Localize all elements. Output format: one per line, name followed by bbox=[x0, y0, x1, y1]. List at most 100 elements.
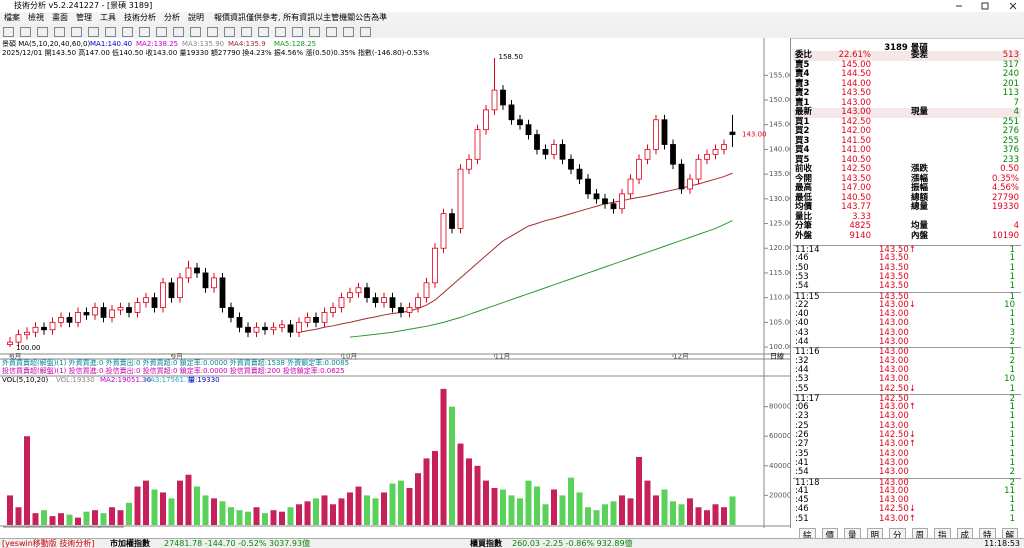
volume-bar bbox=[440, 388, 447, 525]
tick-volume: 1 bbox=[1009, 318, 1015, 329]
window-controls[interactable] bbox=[950, 0, 1024, 12]
volume-bar bbox=[551, 489, 557, 525]
quote-cell: 143.50 bbox=[841, 173, 871, 184]
ma-legend: MA2:138.25 bbox=[136, 40, 178, 48]
tick-row: :40 143.00 1 bbox=[793, 318, 1021, 329]
volume-bar bbox=[704, 510, 710, 525]
quote-cell: 143.50 bbox=[841, 88, 871, 98]
candle-body bbox=[678, 163, 685, 190]
tick-time: :40 bbox=[795, 318, 809, 329]
ma-legend: MA5:128.25 bbox=[274, 40, 316, 48]
tick-volume: 1 bbox=[1009, 420, 1015, 431]
menu-item[interactable]: 工具 bbox=[100, 13, 116, 22]
menu-item[interactable]: 說明 bbox=[188, 13, 204, 22]
tick-volume: 2 bbox=[1009, 477, 1015, 488]
tick-price: 142.50 bbox=[879, 393, 909, 404]
menu-item[interactable]: 畫面 bbox=[52, 13, 68, 22]
tick-volume: 11 bbox=[1004, 485, 1015, 496]
volume-bar bbox=[338, 498, 345, 525]
quote-cell: 均量 bbox=[911, 221, 929, 231]
volume-bar bbox=[58, 513, 64, 525]
quote-cell: 賣3 bbox=[795, 78, 810, 89]
candle-body bbox=[593, 193, 600, 200]
volume-bar bbox=[287, 507, 294, 525]
tick-time: :53 bbox=[795, 374, 809, 385]
volume-bar bbox=[177, 480, 183, 525]
volume-bar bbox=[143, 480, 149, 525]
tick-row: :54 143.00 2 bbox=[793, 467, 1021, 478]
quote-row: 最新 143.00 現量 4 bbox=[793, 107, 1021, 118]
candle-body bbox=[177, 277, 183, 299]
volume-bar bbox=[245, 511, 251, 525]
tick-time: :06 bbox=[795, 402, 809, 413]
candle-body bbox=[355, 287, 362, 294]
candle-body bbox=[491, 89, 498, 111]
volume-bar bbox=[219, 501, 226, 525]
tick-volume: 1 bbox=[1009, 364, 1015, 375]
quote-row: 買1 142.50 251 bbox=[793, 117, 1021, 128]
quote-cell: 376 bbox=[1002, 145, 1019, 155]
candle-body bbox=[670, 144, 676, 165]
quote-cell: 142.50 bbox=[841, 164, 871, 174]
tab[interactable] bbox=[3, 526, 28, 528]
quote-cell: 買3 bbox=[795, 135, 810, 146]
quote-row: 外盤 9140 內盤 10190 bbox=[793, 230, 1021, 242]
candle-body bbox=[49, 321, 56, 331]
volume-bar bbox=[687, 498, 693, 525]
candle-body bbox=[41, 326, 47, 331]
tick-volume: 1 bbox=[1009, 448, 1015, 459]
ma-line bbox=[349, 220, 733, 338]
y-tick-label: 150.00 bbox=[769, 96, 790, 104]
menu-item[interactable]: 檔案 bbox=[4, 13, 20, 22]
quote-cell: 10190 bbox=[991, 230, 1019, 241]
candle-body bbox=[602, 198, 608, 205]
candle-body bbox=[644, 149, 651, 160]
notice: 報價資訊僅供參考, 所有資訊以主管機關公告為準 bbox=[214, 13, 388, 22]
tick-price: 143.50 bbox=[879, 271, 909, 282]
tab[interactable] bbox=[75, 526, 100, 528]
candle-body bbox=[7, 341, 13, 345]
tick-row: :53 143.50 1 bbox=[793, 271, 1021, 282]
volume-bar bbox=[534, 486, 540, 525]
volume-bar bbox=[92, 510, 98, 525]
candle-body bbox=[474, 129, 481, 160]
candle-body bbox=[483, 109, 489, 131]
volume-bar bbox=[670, 501, 676, 525]
tick-volume: 1 bbox=[1009, 309, 1015, 320]
tick-volume: 1 bbox=[1009, 457, 1015, 468]
tab[interactable] bbox=[51, 526, 76, 528]
menu-item[interactable]: 分析 bbox=[164, 13, 180, 22]
tick-price: 143.00↑ bbox=[879, 513, 916, 524]
tick-row: :46 142.50↓ 1 bbox=[793, 505, 1021, 515]
candle-body bbox=[389, 297, 396, 308]
tick-time: :54 bbox=[795, 281, 809, 292]
menu-item[interactable]: 技術分析 bbox=[124, 13, 156, 22]
status-time: 11:18:53 bbox=[984, 539, 1020, 548]
candle-body bbox=[202, 272, 209, 289]
menu-item[interactable]: 管理 bbox=[76, 13, 92, 22]
candle-body bbox=[721, 144, 727, 150]
volume-legend: MA3:17561.75 bbox=[144, 376, 195, 384]
volume-bar bbox=[117, 510, 124, 525]
tick-row: :26 142.50↓ 1 bbox=[793, 430, 1021, 440]
low-label: 100.00 bbox=[16, 344, 41, 352]
tick-volume: 2 bbox=[1009, 467, 1015, 478]
tab[interactable] bbox=[99, 526, 124, 528]
quote-cell: 233 bbox=[1002, 154, 1019, 165]
candle-body bbox=[236, 317, 243, 328]
quote-row: 委比 22.61% 委差 513 bbox=[793, 50, 1021, 61]
tick-price: 143.00 bbox=[879, 337, 909, 347]
volume-bar bbox=[500, 489, 506, 525]
tab[interactable] bbox=[27, 526, 52, 528]
quote-cell: 4 bbox=[1013, 221, 1019, 231]
volume-bar bbox=[593, 510, 600, 525]
tick-price: 143.50 bbox=[879, 281, 909, 292]
volume-bar bbox=[610, 501, 617, 525]
menu-item[interactable]: 檢視 bbox=[28, 13, 44, 22]
toolbar bbox=[0, 24, 1024, 39]
volume-bar bbox=[406, 488, 413, 525]
quote-cell: 振幅 bbox=[911, 183, 929, 193]
tick-price: 143.00 bbox=[879, 495, 909, 506]
tick-price: 143.50 bbox=[879, 291, 909, 302]
volume-bar bbox=[381, 492, 387, 525]
